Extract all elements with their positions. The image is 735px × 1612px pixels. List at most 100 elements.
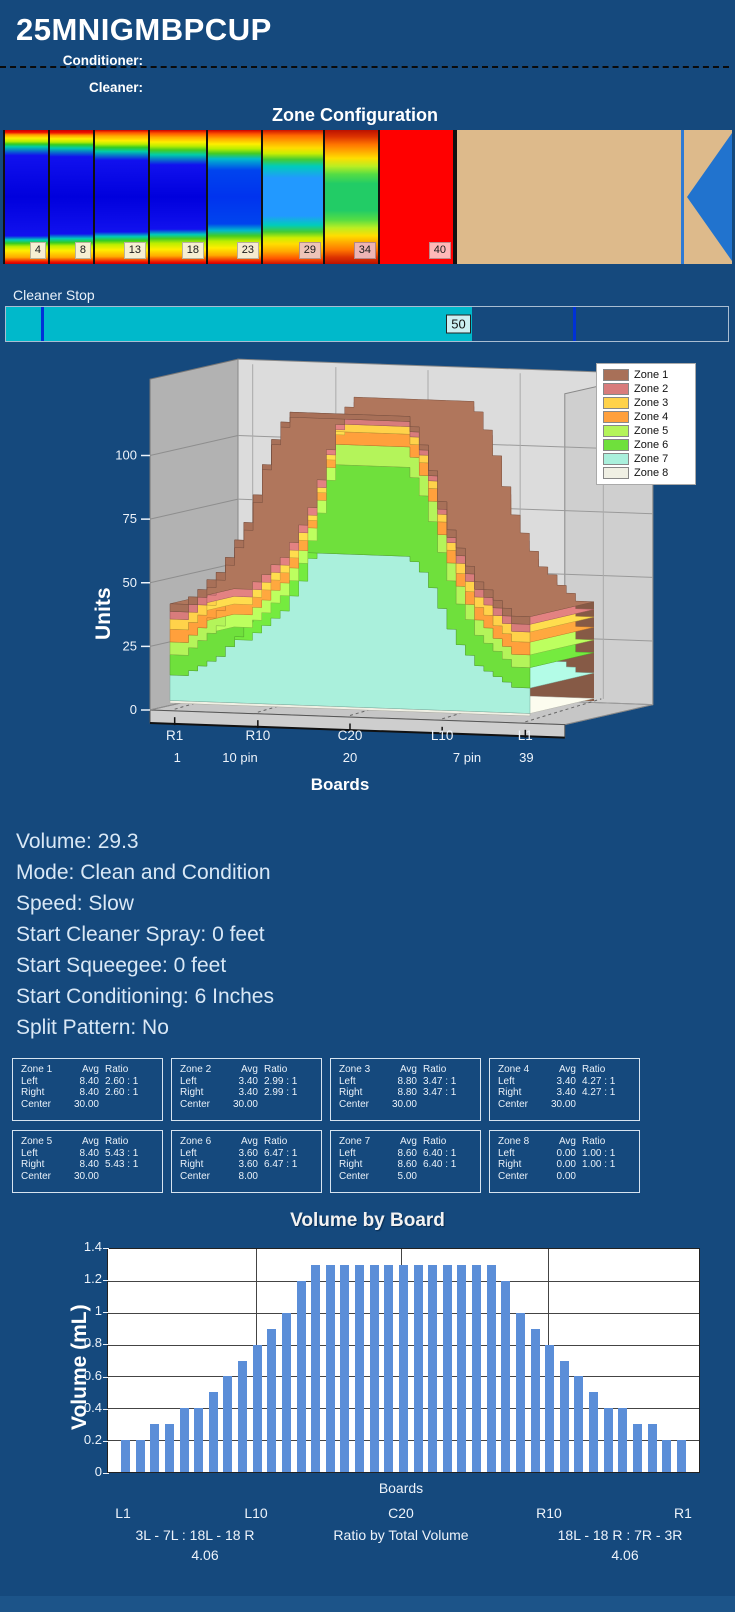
info-line: Start Cleaner Spray: 0 feet: [16, 923, 265, 946]
y-tick-label: 0.6: [58, 1368, 109, 1383]
zone-column-40: 40: [380, 130, 455, 264]
zone-config-strip: 4 8 13 18 23 29 34 40: [3, 130, 732, 264]
zone-stat-cell: 3.47 : 1: [423, 1075, 457, 1087]
footer-band: [0, 1596, 735, 1612]
zone-stat-cell: 30.00: [73, 1170, 99, 1182]
zone-stat-cell: 30.00: [391, 1098, 417, 1110]
legend-swatch-icon: [603, 383, 629, 395]
volume-bar: [296, 1280, 306, 1472]
volume-by-board-title: Volume by Board: [290, 1210, 445, 1231]
zone-stat-cell: 3.40: [238, 1087, 258, 1098]
zone-stat-cell: Zone 5: [21, 1136, 53, 1147]
board-axis-label: R10: [536, 1505, 562, 1521]
zone-stat-cell: Center: [180, 1170, 211, 1182]
zone-stat-cell: Ratio: [423, 1064, 447, 1075]
y-tick-label: 0: [58, 1464, 109, 1479]
info-line: Volume: 29.3: [16, 830, 139, 853]
zone-stat-cell: 3.40: [238, 1075, 258, 1087]
legend-item: Zone 5: [603, 424, 691, 438]
zone-stat-cell: 3.60: [238, 1159, 258, 1170]
zone-stat-cell: 0.00: [556, 1159, 576, 1170]
legend-item: Zone 6: [603, 438, 691, 452]
volume-bar: [647, 1424, 657, 1472]
board-axis-label: L1: [115, 1505, 131, 1521]
zone-stats-table: Zone 2 Avg Ratio Left 3.40 2.99 : 1 Right 3.40 2…: [171, 1058, 322, 1121]
volume-bar: [603, 1408, 613, 1472]
zone-stat-cell: 1.00 : 1: [582, 1159, 616, 1170]
zone-stat-cell: Zone 3: [339, 1064, 371, 1075]
zone-stat-cell: Zone 6: [180, 1136, 212, 1147]
zone-stat-cell: Avg: [81, 1064, 99, 1075]
legend-label: Zone 3: [634, 397, 669, 409]
cleaner-stop-label: Cleaner Stop: [13, 287, 95, 303]
volume-bar: [208, 1392, 218, 1472]
zone-stat-cell: [423, 1171, 456, 1183]
zone-stat-cell: 3.40: [556, 1087, 576, 1098]
volume-bar: [398, 1264, 408, 1472]
legend-item: Zone 2: [603, 382, 691, 396]
zone-stat-cell: [423, 1099, 456, 1111]
svg-text:L1: L1: [518, 728, 533, 743]
zone-stat-cell: Left: [339, 1147, 356, 1159]
legend-item: Zone 3: [603, 396, 691, 410]
zone-stats-table: Zone 3 Avg Ratio Left 8.80 3.47 : 1 Right 8.80 3…: [330, 1058, 481, 1121]
zone-stat-cell: Zone 4: [498, 1064, 530, 1075]
board-axis-label: L10: [244, 1505, 268, 1521]
zone-stat-cell: Center: [21, 1098, 52, 1110]
zone-legend: Zone 1 Zone 2 Zone 3 Zone 4 Zone 5 Zone 6 Zone…: [596, 363, 696, 485]
volume-bar: [545, 1344, 555, 1472]
volume-bar: [179, 1408, 189, 1472]
zone-boundary-label: 29: [298, 242, 321, 259]
zone-stat-cell: 4.27 : 1: [582, 1075, 616, 1087]
zone-stat-cell: 3.40: [556, 1075, 576, 1087]
zone-stat-cell: 8.80: [397, 1087, 417, 1098]
zone-stat-cell: [582, 1099, 615, 1111]
zone-stat-cell: Ratio: [423, 1136, 447, 1147]
zone-stats-table: Zone 4 Avg Ratio Left 3.40 4.27 : 1 Right 3.40 4…: [489, 1058, 640, 1121]
volume-bars: [121, 1249, 686, 1472]
zone-stat-cell: Center: [180, 1098, 211, 1110]
zone-stat-cell: Ratio: [105, 1136, 129, 1147]
zone-stat-cell: 4.27 : 1: [582, 1087, 616, 1098]
svg-text:20: 20: [343, 750, 357, 765]
volume-bar: [632, 1424, 642, 1472]
boards-axis-label-3d: Boards: [310, 775, 370, 794]
zone-stat-cell: [582, 1171, 615, 1183]
svg-text:39: 39: [519, 750, 533, 765]
zone-stat-cell: 6.47 : 1: [264, 1159, 298, 1170]
zone-stat-cell: Ratio: [105, 1064, 129, 1075]
legend-label: Zone 7: [634, 453, 669, 465]
volume-bar: [164, 1424, 174, 1472]
volume-bar: [267, 1328, 277, 1472]
zone-column-18: 18: [150, 130, 208, 264]
zone-boundary-label: 8: [74, 242, 91, 259]
info-line: Speed: Slow: [16, 892, 134, 915]
cleaner-stop-marker: [573, 307, 577, 341]
zone-stat-cell: 5.00: [397, 1170, 417, 1182]
zone-stats-table: Zone 6 Avg Ratio Left 3.60 6.47 : 1 Right 3.60 6…: [171, 1130, 322, 1193]
legend-label: Zone 4: [634, 411, 669, 423]
legend-swatch-icon: [603, 397, 629, 409]
svg-text:L10: L10: [431, 728, 454, 743]
zone-stat-cell: 30.00: [550, 1098, 576, 1110]
volume-bar: [457, 1264, 467, 1472]
zone-stat-cell: Left: [498, 1147, 515, 1159]
legend-swatch-icon: [603, 425, 629, 437]
zone-stat-cell: 2.99 : 1: [264, 1075, 298, 1087]
legend-swatch-icon: [603, 411, 629, 423]
ratio-footer-text: Ratio by Total Volume: [333, 1527, 469, 1543]
zone-stat-cell: Center: [498, 1098, 529, 1110]
zone-stat-cell: Avg: [81, 1136, 99, 1147]
zone-stat-cell: 30.00: [232, 1098, 258, 1110]
zone-stat-cell: 5.43 : 1: [105, 1147, 139, 1159]
volume-bar: [223, 1376, 233, 1472]
lane-rest-area: [455, 130, 732, 264]
zone-stats-table: Zone 1 Avg Ratio Left 8.40 2.60 : 1 Right 8.40 2…: [12, 1058, 163, 1121]
pattern-end-line: [681, 130, 684, 264]
cleaner-stop-slider[interactable]: 50: [5, 306, 729, 342]
zone-stat-cell: 8.40: [79, 1159, 99, 1170]
board-axis-label: R1: [674, 1505, 692, 1521]
zone-stat-cell: Ratio: [582, 1064, 606, 1075]
zone-boundary-label: 23: [236, 242, 259, 259]
legend-swatch-icon: [603, 467, 629, 479]
